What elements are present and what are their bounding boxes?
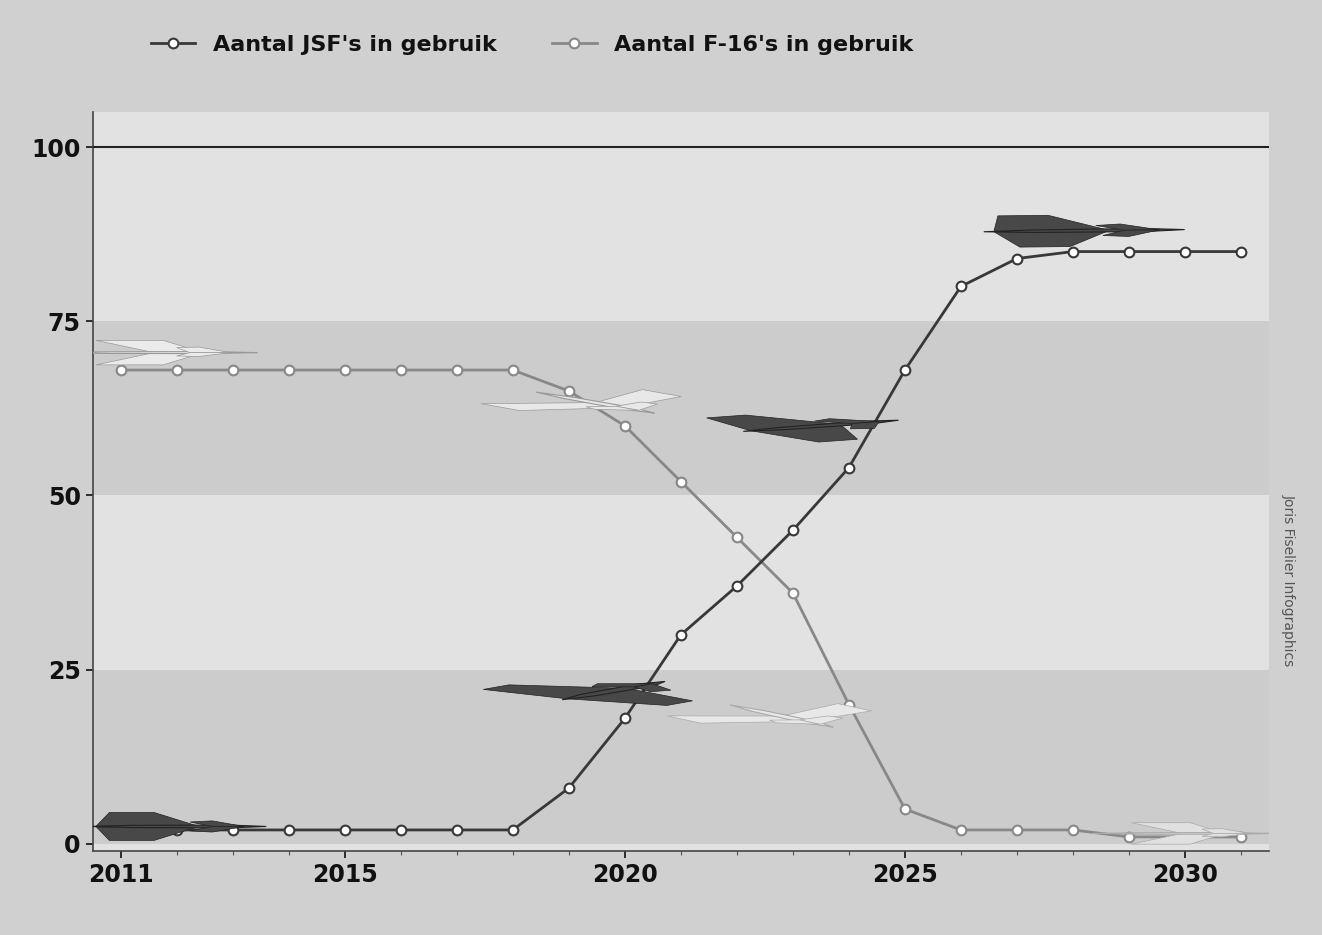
Polygon shape — [97, 813, 200, 841]
Polygon shape — [190, 827, 243, 832]
Polygon shape — [635, 683, 670, 692]
Aantal JSF's in gebruik — [953, 280, 969, 292]
Polygon shape — [1103, 230, 1159, 237]
Aantal JSF's in gebruik — [898, 365, 914, 376]
Line: Aantal JSF's in gebruik: Aantal JSF's in gebruik — [116, 247, 1245, 835]
Polygon shape — [769, 720, 820, 725]
Aantal JSF's in gebruik — [617, 712, 633, 724]
Aantal F-16's in gebruik — [898, 803, 914, 814]
Aantal JSF's in gebruik — [505, 825, 521, 836]
Aantal F-16's in gebruik — [1121, 831, 1137, 842]
Polygon shape — [1092, 832, 1273, 834]
Polygon shape — [730, 705, 833, 727]
Polygon shape — [87, 825, 266, 827]
Polygon shape — [562, 682, 665, 699]
Polygon shape — [586, 406, 639, 410]
Aantal JSF's in gebruik — [728, 581, 744, 592]
Aantal JSF's in gebruik — [169, 825, 185, 836]
Polygon shape — [1202, 828, 1249, 833]
Aantal JSF's in gebruik — [1066, 246, 1081, 257]
Polygon shape — [800, 716, 843, 725]
Aantal JSF's in gebruik — [785, 525, 801, 536]
Aantal JSF's in gebruik — [448, 825, 464, 836]
Polygon shape — [177, 352, 230, 356]
Polygon shape — [1096, 224, 1159, 230]
Aantal F-16's in gebruik — [617, 420, 633, 431]
Aantal JSF's in gebruik — [1009, 253, 1025, 265]
Polygon shape — [484, 684, 693, 705]
Polygon shape — [994, 215, 1109, 247]
Text: Joris Fiselier Infographics: Joris Fiselier Infographics — [1281, 494, 1296, 666]
Polygon shape — [177, 347, 230, 352]
Aantal F-16's in gebruik — [337, 365, 353, 376]
Polygon shape — [535, 392, 654, 413]
Polygon shape — [52, 352, 258, 353]
Aantal F-16's in gebruik — [1066, 825, 1081, 836]
Polygon shape — [616, 402, 657, 410]
Aantal JSF's in gebruik — [225, 825, 241, 836]
Aantal F-16's in gebruik — [728, 532, 744, 543]
Aantal JSF's in gebruik — [1121, 246, 1137, 257]
Aantal F-16's in gebruik — [841, 698, 857, 710]
Polygon shape — [984, 228, 1185, 233]
Polygon shape — [850, 422, 879, 429]
Aantal F-16's in gebruik — [225, 365, 241, 376]
Bar — [93, 322, 1269, 496]
Aantal F-16's in gebruik — [280, 365, 296, 376]
Polygon shape — [1202, 833, 1249, 837]
Bar — [93, 669, 1269, 844]
Polygon shape — [592, 683, 652, 687]
Aantal F-16's in gebruik — [1233, 831, 1249, 842]
Aantal JSF's in gebruik — [112, 825, 128, 836]
Polygon shape — [743, 420, 899, 431]
Aantal JSF's in gebruik — [1233, 246, 1249, 257]
Aantal JSF's in gebruik — [561, 783, 576, 794]
Aantal F-16's in gebruik — [169, 365, 185, 376]
Polygon shape — [97, 340, 204, 365]
Aantal F-16's in gebruik — [673, 476, 689, 487]
Aantal JSF's in gebruik — [841, 462, 857, 473]
Polygon shape — [1132, 823, 1225, 844]
Aantal JSF's in gebruik — [337, 825, 353, 836]
Aantal F-16's in gebruik — [561, 385, 576, 396]
Aantal F-16's in gebruik — [785, 587, 801, 598]
Polygon shape — [707, 415, 858, 442]
Aantal JSF's in gebruik — [1177, 246, 1192, 257]
Polygon shape — [814, 419, 879, 424]
Aantal JSF's in gebruik — [280, 825, 296, 836]
Aantal F-16's in gebruik — [505, 365, 521, 376]
Polygon shape — [668, 704, 871, 723]
Aantal F-16's in gebruik — [1177, 831, 1192, 842]
Aantal JSF's in gebruik — [673, 629, 689, 640]
Aantal JSF's in gebruik — [393, 825, 408, 836]
Aantal F-16's in gebruik — [448, 365, 464, 376]
Aantal F-16's in gebruik — [953, 825, 969, 836]
Line: Aantal F-16's in gebruik: Aantal F-16's in gebruik — [116, 366, 1245, 842]
Polygon shape — [481, 390, 681, 410]
Aantal F-16's in gebruik — [112, 365, 128, 376]
Polygon shape — [190, 821, 243, 827]
Aantal F-16's in gebruik — [1009, 825, 1025, 836]
Legend: Aantal JSF's in gebruik, Aantal F-16's in gebruik: Aantal JSF's in gebruik, Aantal F-16's i… — [151, 35, 914, 54]
Aantal F-16's in gebruik — [393, 365, 408, 376]
